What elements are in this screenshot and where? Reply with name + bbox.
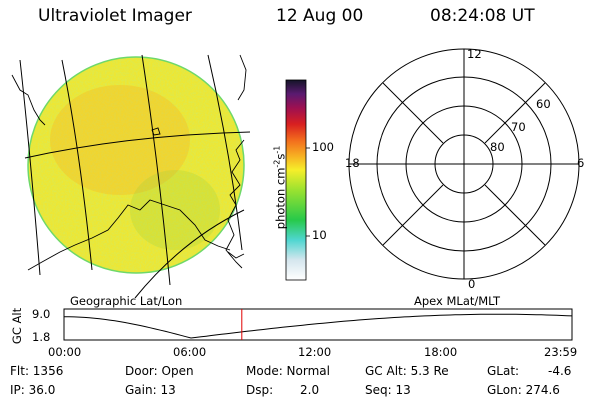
time-tick-1800: 18:00 bbox=[424, 345, 458, 359]
mlt-label-6: 6 bbox=[577, 156, 585, 170]
colorbar-tick-10: 10 bbox=[312, 228, 327, 242]
mlt-label-12: 12 bbox=[467, 47, 482, 61]
ip-value: IP: 36.0 bbox=[10, 383, 56, 397]
geographic-image bbox=[11, 54, 251, 299]
mlt-label-18: 18 bbox=[345, 156, 360, 170]
gain-value: Gain: 13 bbox=[125, 383, 176, 397]
time-tick-0000: 00:00 bbox=[48, 345, 82, 359]
glat-value: -4.6 bbox=[548, 364, 572, 378]
color-scale-bar bbox=[285, 79, 310, 281]
altitude-tick-max: 9.0 bbox=[32, 307, 51, 321]
time-tick-2359: 23:59 bbox=[544, 345, 578, 359]
altitude-axis-label: GC Alt bbox=[10, 307, 24, 345]
glon-value: GLon: 274.6 bbox=[487, 383, 560, 397]
mlat-label-70: 70 bbox=[511, 120, 526, 134]
earth-limb-outline bbox=[27, 56, 245, 274]
mlt-label-0: 0 bbox=[468, 277, 476, 291]
polar-mlt-plot bbox=[348, 48, 580, 280]
altitude-plot bbox=[63, 308, 573, 341]
gc-altitude: GC Alt: 5.3 Re bbox=[365, 364, 449, 378]
time-label: 08:24:08 UT bbox=[430, 6, 535, 26]
mode-status: Mode: Normal bbox=[246, 364, 330, 378]
altitude-curve bbox=[64, 313, 573, 339]
geographic-caption: Geographic Lat/Lon bbox=[70, 294, 183, 308]
glat-label: GLat: bbox=[487, 364, 520, 378]
door-status: Door: Open bbox=[125, 364, 194, 378]
time-tick-0600: 06:00 bbox=[173, 345, 207, 359]
coastline bbox=[11, 54, 247, 271]
instrument-title: Ultraviolet Imager bbox=[38, 6, 192, 26]
time-tick-1200: 12:00 bbox=[298, 345, 332, 359]
flight-number: Flt: 1356 bbox=[10, 364, 64, 378]
sequence-number: Seq: 13 bbox=[365, 383, 411, 397]
lat-lon-grid bbox=[19, 54, 251, 299]
colorbar-tick-100: 100 bbox=[312, 140, 334, 154]
colorbar-unit-label: photon cm-2s-1 bbox=[272, 145, 288, 230]
mlat-label-60: 60 bbox=[536, 97, 551, 111]
date-label: 12 Aug 00 bbox=[276, 6, 364, 26]
dsp-value: 2.0 bbox=[300, 383, 320, 397]
mlat-label-80: 80 bbox=[490, 140, 505, 154]
altitude-tick-min: 1.8 bbox=[32, 330, 51, 344]
dsp-label: Dsp: bbox=[246, 383, 274, 397]
apex-caption: Apex MLat/MLT bbox=[414, 294, 501, 308]
